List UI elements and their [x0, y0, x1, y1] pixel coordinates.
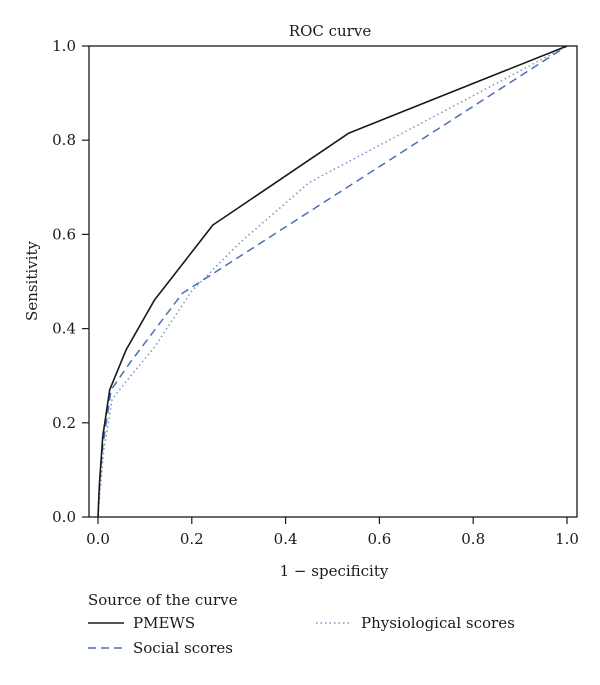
y-tick-label: 0.6 [52, 225, 76, 243]
x-tick-label: 0.4 [274, 530, 298, 548]
x-tick-label: 0.2 [180, 530, 204, 548]
legend-label: PMEWS [133, 614, 195, 632]
y-tick-label: 0.2 [52, 414, 76, 432]
x-axis-title: 1 − specificity [280, 562, 389, 580]
series-layer [97, 45, 568, 518]
x-tick-label: 0.0 [86, 530, 110, 548]
series-line-pmews [97, 45, 568, 518]
x-tick-label: 0.8 [461, 530, 485, 548]
y-tick-label: 1.0 [52, 37, 76, 55]
y-tick-label: 0.4 [52, 320, 76, 338]
chart-title: ROC curve [289, 22, 372, 40]
plot-frame [88, 45, 578, 518]
axis-ticks: 0.0 0.2 0.4 0.6 0.8 1.0 0.0 0.2 0.4 0.6 0.8 1.0 [52, 37, 579, 548]
legend-title: Source of the curve [88, 591, 238, 609]
x-tick-label: 1.0 [555, 530, 579, 548]
legend-label: Social scores [133, 639, 233, 657]
y-tick-label: 0.8 [52, 131, 76, 149]
series-line-physiological-scores [97, 45, 568, 518]
legend: PMEWS Social scores Physiological scores [88, 614, 515, 657]
y-axis-title: Sensitivity [23, 241, 41, 321]
y-tick-label: 0.0 [52, 508, 76, 526]
legend-label: Physiological scores [361, 614, 515, 632]
x-tick-label: 0.6 [367, 530, 391, 548]
